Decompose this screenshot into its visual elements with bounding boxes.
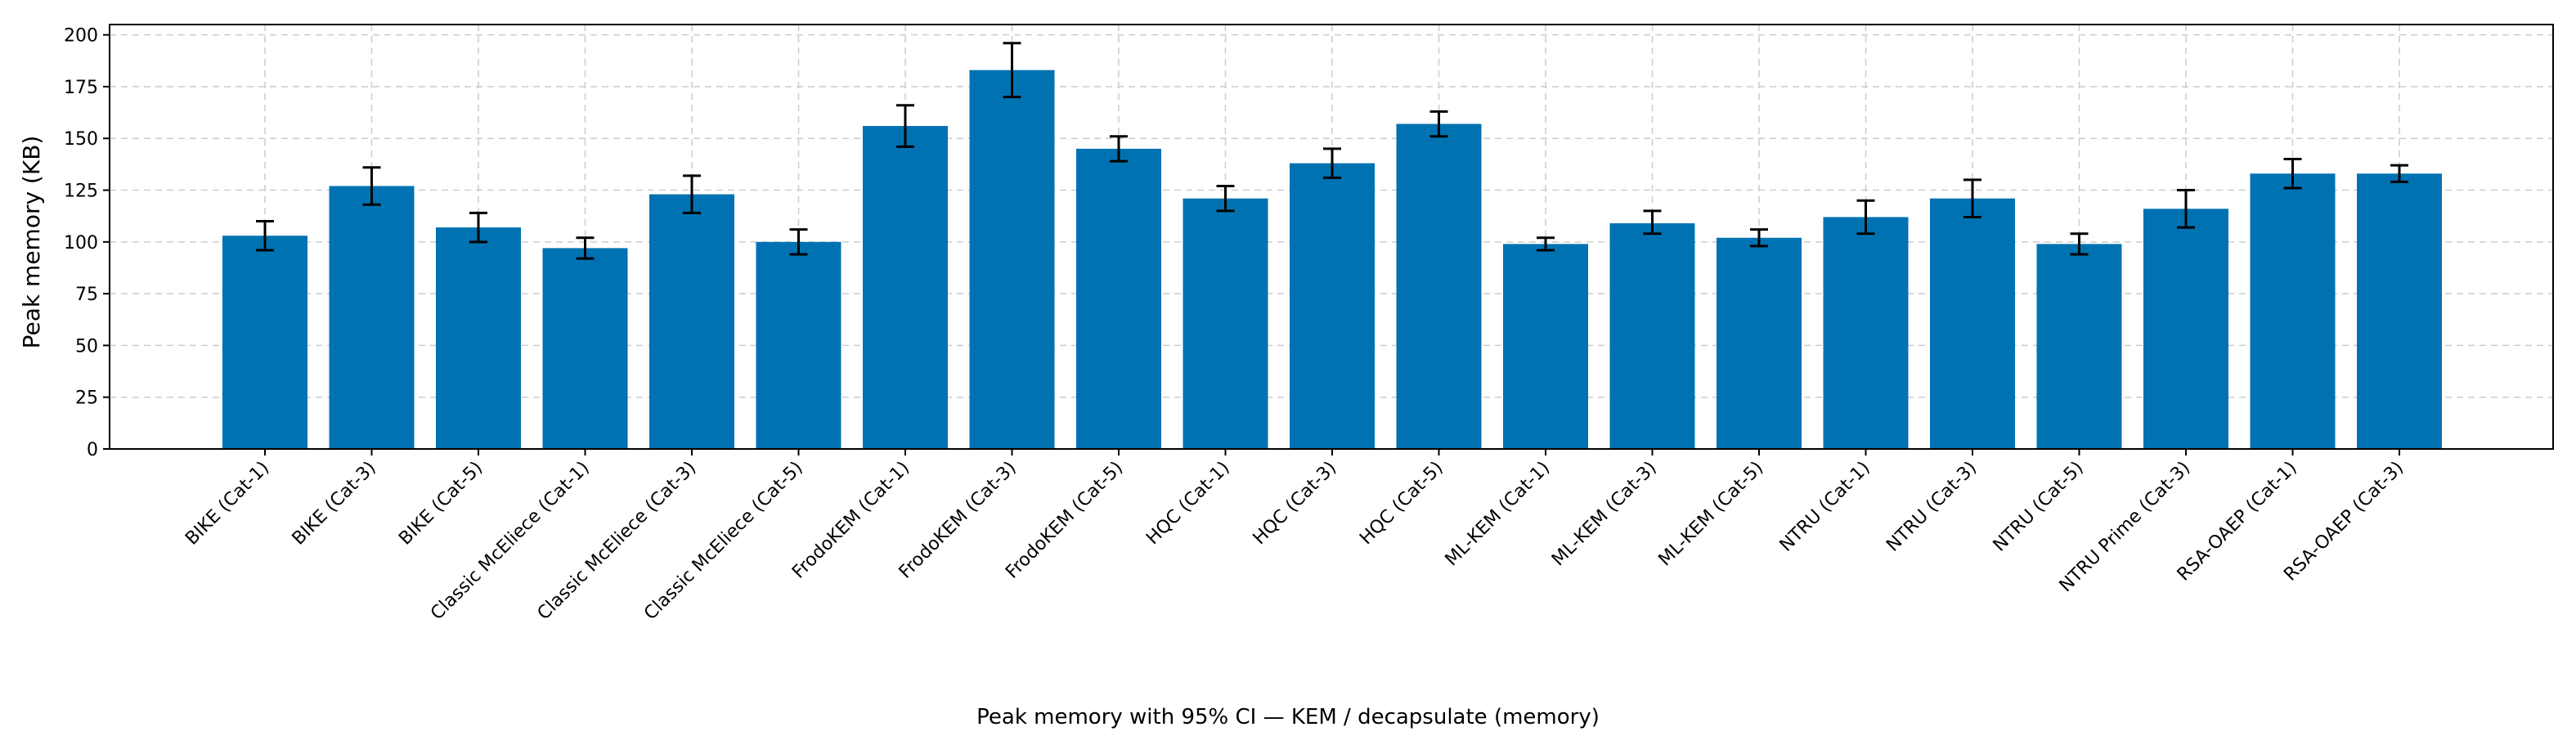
bar <box>2357 173 2442 449</box>
error-bar <box>1643 209 1662 236</box>
bar <box>1609 223 1695 449</box>
x-tick-label: BIKE (Cat-1) <box>182 458 273 550</box>
error-bar <box>1110 135 1128 163</box>
error-bars <box>256 42 2408 260</box>
x-tick-label: FrodoKEM (Cat-1) <box>788 458 913 583</box>
error-bar <box>683 174 701 214</box>
bar <box>649 194 734 449</box>
bar <box>1930 198 2015 449</box>
y-tick-label: 50 <box>75 336 98 357</box>
error-bar <box>576 236 595 260</box>
bar <box>329 186 415 449</box>
x-tick-label: NTRU (Cat-3) <box>1883 458 1981 556</box>
error-bar <box>2390 164 2408 183</box>
bar <box>1290 163 1375 449</box>
bar <box>756 241 841 449</box>
y-tick-label: 175 <box>64 78 98 98</box>
x-tick-label: BIKE (Cat-5) <box>395 458 487 550</box>
error-bar <box>469 211 487 244</box>
error-bar <box>1216 184 1235 213</box>
y-tick-label: 25 <box>75 388 98 409</box>
bar <box>1503 244 1588 449</box>
x-tick-label: BIKE (Cat-3) <box>289 458 380 550</box>
error-bar <box>896 104 914 148</box>
y-tick-label: 200 <box>64 26 98 47</box>
error-bar <box>1856 199 1875 236</box>
x-tick-label: HQC (Cat-1) <box>1142 458 1234 550</box>
bar <box>1396 123 1482 449</box>
bar <box>969 70 1055 449</box>
x-tick-label: ML-KEM (Cat-5) <box>1655 458 1768 571</box>
error-bar <box>1750 228 1768 248</box>
bar <box>542 248 628 449</box>
bar <box>2250 173 2336 449</box>
x-axis-ticks: BIKE (Cat-1) BIKE (Cat-3) BIKE (Cat-5)Clas… <box>182 449 2408 624</box>
error-bar <box>1963 178 1981 218</box>
error-bar <box>256 220 274 252</box>
x-tick-label: RSA-OAEP (Cat-3) <box>2280 458 2408 586</box>
error-bar <box>789 228 808 256</box>
y-tick-label: 100 <box>64 233 98 254</box>
bars <box>222 70 2442 450</box>
x-tick-label: ML-KEM (Cat-3) <box>1548 458 1661 571</box>
y-axis-ticks: 0 25 50 75 100 125 150 175 200 <box>64 26 110 460</box>
error-bar <box>2177 189 2195 229</box>
error-bar <box>2283 158 2302 190</box>
error-bar <box>1323 147 1341 179</box>
y-tick-label: 0 <box>87 440 98 460</box>
y-axis-label: Peak memory (KB) <box>18 136 45 349</box>
y-tick-label: 125 <box>64 182 98 202</box>
bar <box>222 236 307 449</box>
x-tick-label: HQC (Cat-3) <box>1250 458 1341 550</box>
bar <box>1717 237 1802 449</box>
bar <box>436 227 521 449</box>
x-tick-label: RSA-OAEP (Cat-1) <box>2174 458 2301 586</box>
bar <box>2036 244 2122 449</box>
error-bar <box>362 166 381 206</box>
y-tick-label: 150 <box>64 129 98 150</box>
bar <box>1076 148 1161 449</box>
bar <box>1183 198 1268 449</box>
x-tick-label: NTRU (Cat-1) <box>1776 458 1874 556</box>
x-tick-label: HQC (Cat-5) <box>1356 458 1447 550</box>
y-tick-label: 75 <box>75 285 98 305</box>
x-tick-label: FrodoKEM (Cat-3) <box>895 458 1021 583</box>
x-tick-label: FrodoKEM (Cat-5) <box>1002 458 1127 583</box>
x-tick-label: NTRU (Cat-5) <box>1990 458 2088 556</box>
error-bar <box>2070 232 2089 256</box>
bar <box>863 126 948 450</box>
x-tick-label: ML-KEM (Cat-1) <box>1442 458 1555 571</box>
error-bar <box>1537 236 1555 252</box>
error-bar <box>1429 110 1448 138</box>
chart-caption: Peak memory with 95% CI — KEM / decapsul… <box>976 705 1600 729</box>
error-bar <box>1003 42 1021 99</box>
bar <box>2143 209 2228 449</box>
bar <box>1823 217 1909 449</box>
